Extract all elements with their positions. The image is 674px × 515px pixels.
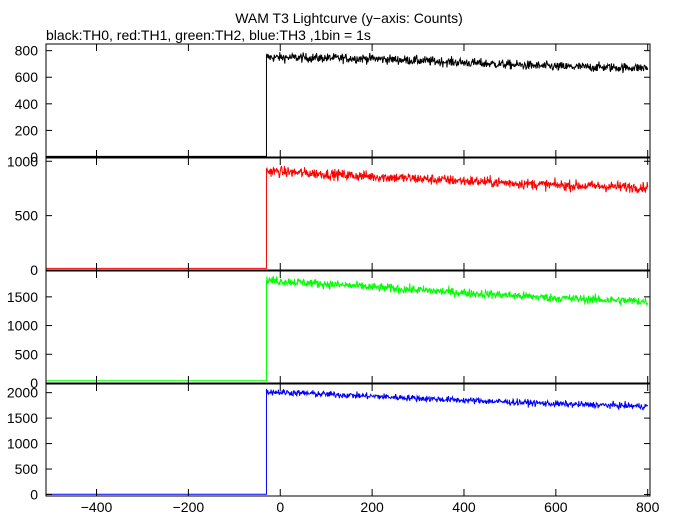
series-line-th1 (46, 165, 649, 269)
series-line-th3 (46, 388, 649, 495)
x-tick-label: 800 (636, 499, 660, 515)
x-tick-label: 200 (360, 499, 384, 515)
y-tick-label: 500 (15, 346, 39, 362)
y-tick-label: 0 (30, 149, 38, 165)
y-tick-label: 1500 (7, 410, 38, 426)
panel-frame (45, 43, 651, 158)
x-tick-label: 0 (276, 499, 284, 515)
panel-frame (45, 270, 651, 384)
y-tick-label: 0 (30, 262, 38, 278)
y-tick-label: 1000 (7, 153, 38, 169)
x-tick-label: 600 (544, 499, 568, 515)
panel-frame (45, 157, 651, 271)
panel-th3: 0 500 1000 1500 2000 −400 −200 0 200 400 600 800 (7, 383, 660, 515)
x-tick-label: −200 (173, 499, 205, 515)
series-line-th2 (46, 275, 649, 382)
panel-th1: 0 500 1000 (7, 153, 651, 278)
panel-th0: 0 200 400 600 800 (15, 43, 651, 165)
panels-group: 0200400600800050010000500100015000500100… (7, 43, 660, 515)
y-tick-label: 500 (15, 461, 39, 477)
chart-title: WAM T3 Lightcurve (y−axis: Counts) (235, 10, 463, 26)
chart-subtitle: black:TH0, red:TH1, green:TH2, blue:TH3 … (46, 27, 371, 43)
y-tick-label: 1000 (7, 436, 38, 452)
y-tick-label: 1000 (7, 318, 38, 334)
panel-th2: 0 500 1000 1500 (7, 270, 651, 391)
series-line-th0 (46, 51, 649, 157)
y-tick-label: 2000 (7, 385, 38, 401)
panel-frame (45, 383, 651, 497)
x-tick-label: 400 (452, 499, 476, 515)
y-tick-label: 500 (15, 208, 39, 224)
y-tick-label: 0 (30, 486, 38, 502)
y-tick-label: 800 (15, 43, 39, 59)
y-tick-label: 400 (15, 96, 39, 112)
y-tick-label: 600 (15, 69, 39, 85)
x-tick-label: −400 (81, 499, 113, 515)
y-tick-label: 1500 (7, 289, 38, 305)
y-tick-label: 0 (30, 375, 38, 391)
y-tick-label: 200 (15, 122, 39, 138)
